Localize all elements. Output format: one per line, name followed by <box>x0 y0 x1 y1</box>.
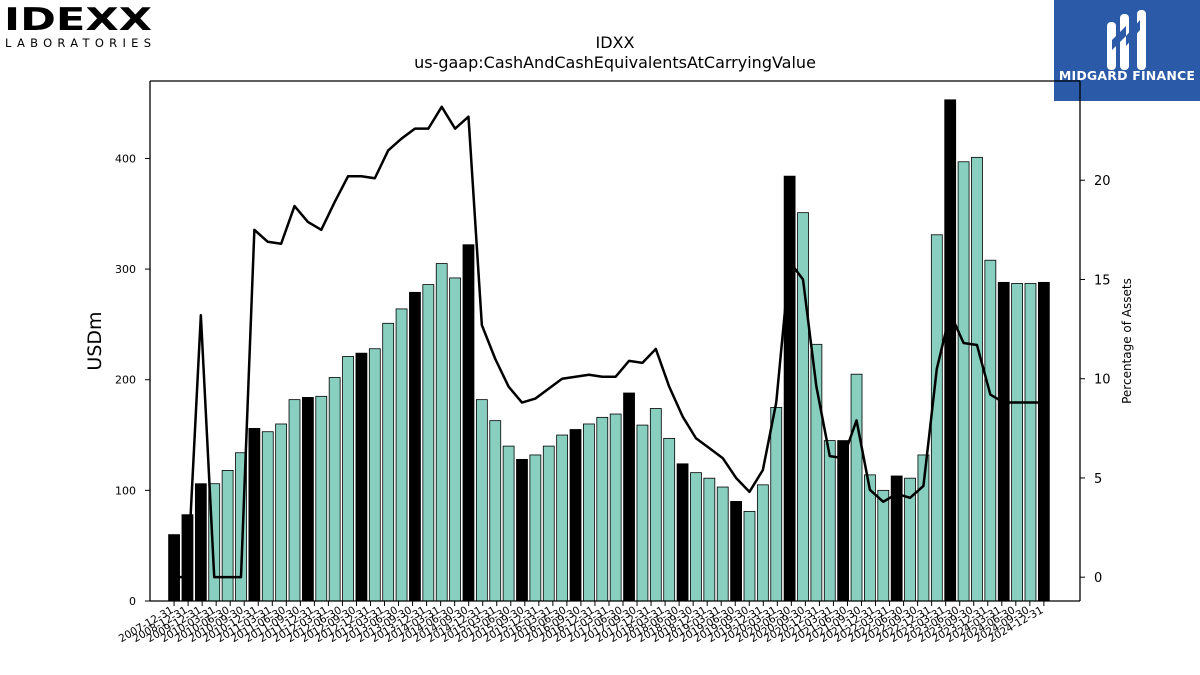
bar-2012-09-30 <box>382 322 395 602</box>
bar-2021-12-31 <box>877 489 890 602</box>
y2-tick-label-0: 0 <box>1094 571 1102 586</box>
bar-2010-06-30 <box>261 431 274 602</box>
brand-logo: MIDGARD FINANCE <box>1054 0 1200 101</box>
brand-logo-text: MIDGARD FINANCE <box>1058 68 1196 83</box>
bar-2019-03-31 <box>730 501 742 602</box>
bar-2023-12-31 <box>984 259 997 602</box>
bar-2015-09-30 <box>542 445 555 602</box>
bar-2019-06-30 <box>743 510 756 602</box>
bar-2016-12-31 <box>609 413 622 602</box>
bar-2023-09-30 <box>971 156 983 602</box>
company-logo-text: IDEXX <box>4 4 152 38</box>
y-tick-label-200: 200 <box>115 374 136 387</box>
bar-2015-03-31 <box>516 458 528 602</box>
bar-2013-09-30 <box>435 263 448 602</box>
bar-2010-03-31 <box>248 427 261 602</box>
bar-2011-03-31 <box>302 397 314 602</box>
bar-2014-06-30 <box>475 399 488 602</box>
bar-2020-06-30 <box>797 212 809 602</box>
y-tick-label-0: 0 <box>129 595 136 608</box>
brand-mark-icon <box>1107 10 1146 70</box>
bar-2013-03-31 <box>409 291 421 602</box>
bar-2017-06-30 <box>636 424 649 602</box>
bar-2019-09-30 <box>756 484 769 602</box>
bar-2015-06-30 <box>529 454 542 602</box>
y-tick-label-400: 400 <box>115 152 136 165</box>
y-axis-label: USDm <box>84 311 106 370</box>
y-tick-label-100: 100 <box>115 484 136 497</box>
bar-2010-12-31 <box>288 399 301 602</box>
bar-2018-09-30 <box>703 477 716 602</box>
bar-2017-03-31 <box>623 392 635 602</box>
bar-2015-12-31 <box>556 434 569 602</box>
chart-axes: 0100200300400051015202007-12-312008-12-3… <box>115 80 1111 645</box>
y-tick-label-300: 300 <box>115 263 136 276</box>
bar-2012-06-30 <box>368 348 381 602</box>
bar-2019-12-31 <box>770 406 783 602</box>
bar-2018-03-31 <box>676 463 689 602</box>
bar-2011-06-30 <box>315 395 328 602</box>
bar-2007-12-31 <box>168 534 180 602</box>
bar-2016-06-30 <box>583 423 595 602</box>
percentage-of-assets-line <box>174 105 1044 579</box>
chart-subtitle: us-gaap:CashAndCashEquivalentsAtCarrying… <box>414 53 816 72</box>
bar-2011-12-31 <box>342 356 354 602</box>
bar-2024-12-31 <box>1037 281 1050 602</box>
y2-tick-label-5: 5 <box>1094 472 1102 487</box>
bar-2016-09-30 <box>596 416 609 602</box>
bar-series <box>168 99 1050 602</box>
bar-2024-06-30 <box>1011 283 1023 602</box>
company-logo: IDEXX LABORATORIES <box>4 2 154 50</box>
bar-2013-06-30 <box>422 284 435 602</box>
bar-2018-06-30 <box>690 472 702 602</box>
bar-2022-12-31 <box>930 234 943 602</box>
bar-2011-09-30 <box>328 377 341 602</box>
bar-2021-06-30 <box>850 373 863 602</box>
company-logo-graphic: IDEXX LABORATORIES <box>4 2 152 50</box>
bar-2020-03-31 <box>783 175 796 602</box>
bar-2016-03-31 <box>569 429 582 602</box>
bar-2012-12-31 <box>395 308 408 602</box>
y2-tick-label-15: 15 <box>1094 273 1111 288</box>
chart-title: IDXX <box>595 33 635 52</box>
y2-tick-label-20: 20 <box>1094 174 1111 189</box>
y2-axis-label: Percentage of Assets <box>1120 278 1134 404</box>
bar-2018-12-31 <box>716 486 729 602</box>
bar-2009-09-30 <box>221 470 234 602</box>
bar-2009-03-31 <box>194 483 207 602</box>
bar-2023-03-31 <box>944 99 957 602</box>
bar-2024-03-31 <box>997 281 1010 602</box>
bar-2013-12-31 <box>449 277 461 602</box>
bar-2021-03-31 <box>837 440 850 602</box>
bar-2017-12-31 <box>663 437 676 602</box>
bar-2020-12-31 <box>823 440 836 602</box>
bar-2017-09-30 <box>649 408 662 602</box>
bar-2014-03-31 <box>462 244 475 602</box>
bar-2023-06-30 <box>957 161 970 602</box>
bar-2014-09-30 <box>489 420 502 602</box>
line-series <box>174 105 1044 579</box>
bar-2024-09-30 <box>1024 283 1037 602</box>
y2-tick-label-10: 10 <box>1094 373 1111 388</box>
bar-2010-09-30 <box>275 423 288 602</box>
bar-2014-12-31 <box>502 445 515 602</box>
bar-2012-03-31 <box>355 352 368 602</box>
